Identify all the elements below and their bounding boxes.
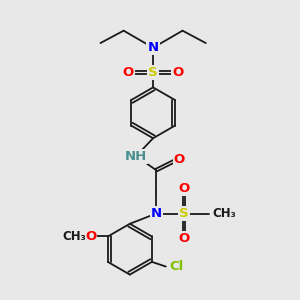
Text: N: N: [148, 41, 159, 54]
Text: O: O: [123, 66, 134, 79]
Text: S: S: [148, 66, 158, 79]
Text: Cl: Cl: [169, 260, 183, 273]
Text: N: N: [151, 207, 162, 220]
Text: O: O: [172, 66, 184, 79]
Text: O: O: [85, 230, 96, 243]
Text: O: O: [174, 153, 185, 166]
Text: O: O: [178, 232, 190, 245]
Text: CH₃: CH₃: [62, 230, 86, 243]
Text: O: O: [178, 182, 190, 195]
Text: NH: NH: [125, 150, 147, 163]
Text: S: S: [179, 207, 189, 220]
Text: CH₃: CH₃: [213, 207, 236, 220]
